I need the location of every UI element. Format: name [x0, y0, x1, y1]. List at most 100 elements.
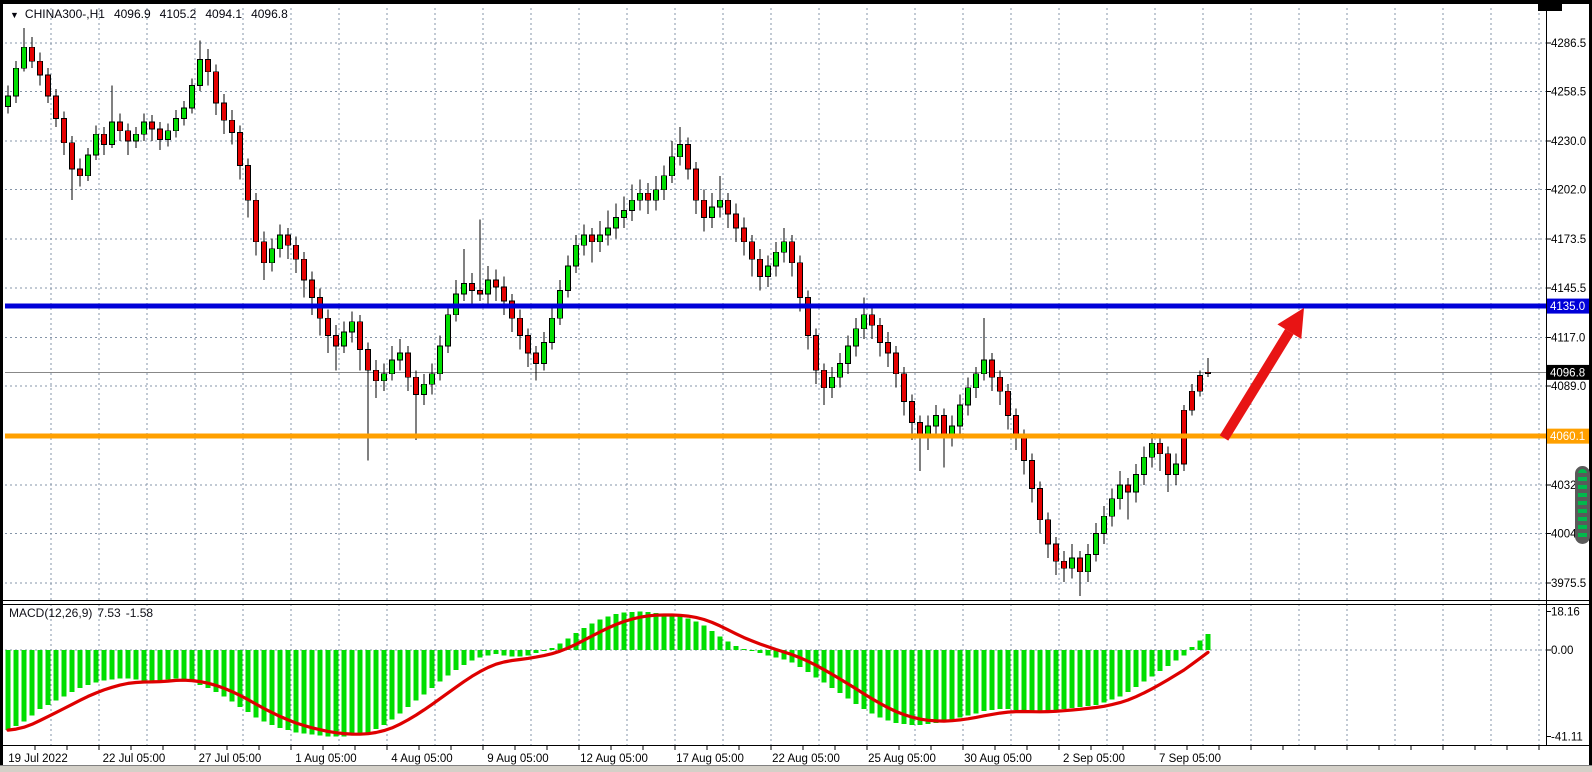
macd-bar [333, 650, 339, 737]
macd-signal-line [6, 613, 1210, 736]
macd-bar [757, 650, 763, 654]
macd-bar [285, 650, 291, 731]
macd-bar [77, 650, 83, 688]
scrollbar-thumb[interactable] [1575, 466, 1590, 544]
candle-body [37, 60, 43, 76]
candle-body [157, 128, 163, 140]
candle-body [1173, 463, 1179, 475]
macd-bar [1085, 650, 1091, 706]
candle-body [461, 283, 467, 295]
macd-bar [629, 611, 635, 650]
candle-body [733, 213, 739, 229]
candle-body [941, 415, 947, 437]
macd-signal-value: -1.58 [125, 606, 154, 620]
macd-bar [877, 650, 883, 718]
macd-bar [205, 650, 211, 688]
candle-body [517, 317, 523, 337]
candle-body [525, 335, 531, 354]
time-tick-label: 9 Aug 05:00 [487, 753, 548, 765]
macd-bar [853, 650, 859, 704]
candle-body [181, 107, 187, 119]
macd-bar [1109, 650, 1115, 700]
macd-bar [733, 645, 739, 650]
time-tick-label: 17 Aug 05:00 [676, 753, 744, 765]
macd-bar [341, 650, 347, 737]
macd-bar [93, 650, 99, 683]
candle-body [965, 387, 971, 406]
candle-body [1093, 533, 1099, 555]
macd-bar [1069, 650, 1075, 708]
time-tick-label: 1 Aug 05:00 [295, 753, 356, 765]
macd-bar [789, 650, 795, 663]
macd-bar [541, 650, 547, 652]
macd-bar [101, 650, 107, 681]
macd-bar [197, 650, 203, 685]
candle-body [781, 241, 787, 253]
macd-bar [989, 650, 995, 711]
candle-body [989, 359, 995, 378]
macd-bar [981, 650, 987, 712]
candle-body [85, 154, 91, 177]
candle-body [637, 192, 643, 201]
macd-bar [845, 650, 851, 699]
candle-body [445, 314, 451, 347]
candle-body [725, 199, 731, 215]
candle-body [21, 46, 27, 69]
macd-bar [557, 643, 563, 650]
price-tick-label: 4117.0 [1551, 332, 1585, 344]
candle-body [533, 352, 539, 364]
candle-body [221, 102, 227, 121]
macd-bar [893, 650, 899, 723]
candle-body [701, 199, 707, 218]
macd-bar [645, 612, 651, 650]
candle-body [133, 133, 139, 142]
macd-bar [1037, 650, 1043, 713]
candle-body [773, 251, 779, 267]
macd-bar [565, 638, 571, 650]
trend-arrow-head[interactable] [1277, 307, 1304, 340]
candle-body [53, 95, 59, 119]
window-bottom-edge [0, 765, 1592, 772]
candle-body [997, 376, 1003, 392]
candle-body [813, 335, 819, 371]
dropdown-icon[interactable]: ▼ [10, 10, 19, 20]
candle-body [581, 234, 587, 246]
current-price-line-badge-label: 4096.8 [1550, 367, 1585, 379]
candle-body [1157, 442, 1163, 455]
candle-body [509, 300, 515, 319]
time-tick-label: 27 Jul 05:00 [199, 753, 262, 765]
candle-body [437, 345, 443, 375]
macd-bar [669, 615, 675, 650]
candle-body [1013, 415, 1019, 437]
macd-bar [693, 621, 699, 650]
candle-body [853, 328, 859, 347]
candle-body [613, 217, 619, 229]
macd-histogram [5, 611, 1211, 737]
candle-body [653, 189, 659, 201]
candle-body [381, 373, 387, 382]
macd-bar [397, 650, 403, 714]
candle-body [117, 121, 123, 132]
candle-body [597, 234, 603, 243]
candle-body [933, 415, 939, 427]
macd-bar [1045, 650, 1051, 712]
macd-bar [701, 625, 707, 650]
candle-body [93, 133, 99, 156]
macd-bar [525, 650, 531, 656]
macd-bar [53, 650, 59, 701]
macd-bar [1077, 650, 1083, 707]
macd-bar [413, 650, 419, 701]
candle-body [1125, 484, 1131, 493]
time-tick-label: 22 Aug 05:00 [772, 753, 840, 765]
macd-bar [965, 650, 971, 716]
macd-bar [1165, 650, 1171, 666]
candle-body [1037, 488, 1043, 521]
candle-body [605, 227, 611, 236]
trend-arrow-shaft[interactable] [1219, 329, 1294, 441]
macd-bar [213, 650, 219, 693]
macd-bar [5, 650, 11, 731]
quote-close: 4096.8 [251, 7, 288, 21]
macd-bar [261, 650, 267, 722]
candle-body [1149, 442, 1155, 458]
